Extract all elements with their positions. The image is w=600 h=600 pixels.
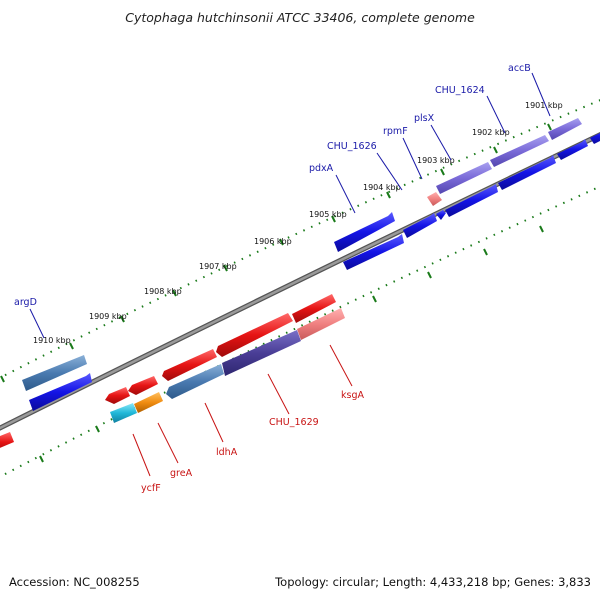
- gene-arrow-argd[interactable]: [22, 355, 87, 391]
- gene-arrow-chu1626[interactable]: [403, 213, 437, 238]
- tick-label: 1908 kbp: [144, 287, 182, 296]
- gene-arrow-chu1629[interactable]: [222, 330, 301, 376]
- tick-label: 1902 kbp: [472, 128, 510, 137]
- summary-text: Topology: circular; Length: 4,433,218 bp…: [274, 575, 591, 589]
- reverse-gene-labels: ksgA CHU_1629 ldhA greA ycfF: [141, 390, 364, 494]
- gene-arrow-r5[interactable]: [105, 387, 130, 404]
- tick-label: 1904 kbp: [363, 183, 401, 192]
- gene-label: CHU_1624: [435, 85, 485, 96]
- tick-label: 1906 kbp: [254, 237, 292, 246]
- forward-gene-labels: accB CHU_1624 plsX rpmF CHU_1626 pdxA ar…: [14, 63, 531, 308]
- tick-label: 1909 kbp: [89, 312, 127, 321]
- map-title: Cytophaga hutchinsonii ATCC 33406, compl…: [125, 10, 475, 25]
- tick-labels: 1901 kbp 1902 kbp 1903 kbp 1904 kbp 1905…: [33, 101, 563, 345]
- gene-label: argD: [14, 297, 37, 308]
- gene-arrow-b3[interactable]: [557, 139, 588, 160]
- gene-arrow-ksga[interactable]: [297, 308, 345, 340]
- gene-arrow-ycff[interactable]: [110, 403, 137, 423]
- gene-arrow-b4[interactable]: [590, 128, 600, 144]
- gene-label: CHU_1629: [269, 417, 319, 428]
- gene-arrow-grea[interactable]: [134, 392, 163, 413]
- forward-leader-lines: [29, 72, 551, 339]
- gene-arrow-b6[interactable]: [29, 373, 92, 411]
- gene-label: ksgA: [341, 390, 364, 401]
- gene-arrow-r2[interactable]: [216, 313, 293, 357]
- reverse-features: [0, 294, 345, 452]
- gene-arrow-pdxa[interactable]: [334, 212, 395, 252]
- forward-features: [22, 118, 600, 411]
- sequence-backbone: [0, 132, 600, 431]
- gene-label: ycfF: [141, 483, 161, 494]
- gene-arrow-b2[interactable]: [498, 155, 556, 190]
- gene-arrow-plsx[interactable]: [436, 162, 492, 194]
- tick-label: 1910 kbp: [33, 336, 71, 345]
- gene-arrow-rpmf[interactable]: [427, 192, 442, 206]
- gene-label: ldhA: [216, 447, 238, 458]
- gene-label: greA: [170, 468, 193, 479]
- gene-arrow-ldha[interactable]: [166, 364, 224, 399]
- reverse-leader-lines: [132, 344, 353, 477]
- gene-arrow-accB[interactable]: [548, 118, 582, 140]
- major-ticks-forward: [0, 123, 552, 383]
- gene-arrow-r3[interactable]: [162, 349, 217, 381]
- gene-arrow-r1[interactable]: [292, 294, 336, 323]
- tick-label: 1905 kbp: [309, 210, 347, 219]
- forward-tick-track: [0, 99, 600, 379]
- gene-label: accB: [508, 63, 531, 74]
- accession-text: Accession: NC_008255: [9, 575, 140, 589]
- gene-arrow-r6[interactable]: [0, 432, 14, 452]
- tick-label: 1903 kbp: [417, 156, 455, 165]
- gene-arrow-r4[interactable]: [128, 376, 158, 395]
- gene-arrow-chu1624[interactable]: [490, 135, 549, 167]
- tick-label: 1901 kbp: [525, 101, 563, 110]
- gene-label: plsX: [414, 113, 435, 124]
- gene-arrow-b5[interactable]: [343, 234, 404, 270]
- gene-arrow-b1[interactable]: [445, 184, 498, 217]
- gene-label: CHU_1626: [327, 141, 377, 152]
- tick-label: 1907 kbp: [199, 262, 237, 271]
- gene-label: pdxA: [309, 163, 334, 174]
- gene-arrow-small[interactable]: [436, 210, 446, 220]
- gene-label: rpmF: [383, 126, 408, 137]
